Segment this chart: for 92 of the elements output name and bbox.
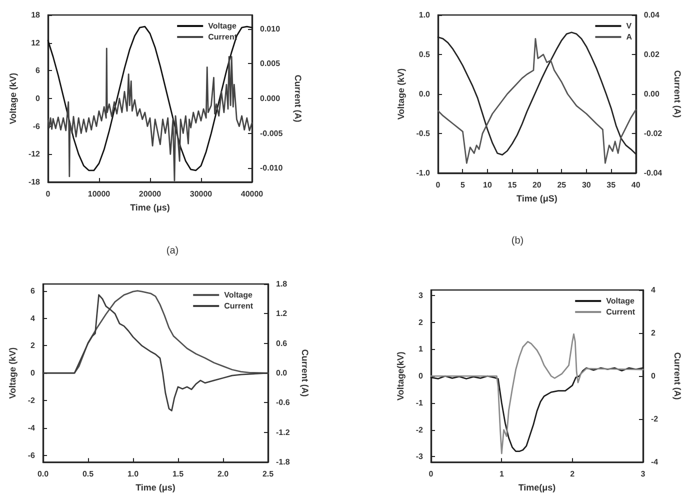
y-axis-title: Voltage (kV): [396, 68, 406, 120]
legend-label: Current: [224, 302, 254, 310]
y2-tick-label: -0.6: [276, 398, 290, 408]
y-tick-label: -1.0: [416, 168, 431, 178]
y2-axis-title: Current (A): [293, 74, 304, 122]
y-tick-label: 3: [418, 290, 424, 300]
text: (b): [511, 236, 524, 246]
y2-tick-label: 0.6: [276, 338, 288, 348]
x-tick-label: 20: [532, 180, 542, 190]
y2-tick-label: 4: [651, 286, 656, 294]
y2-tick-label: 1.2: [276, 309, 288, 318]
x-tick-label: 30: [582, 180, 592, 190]
x-tick-label: 30000: [190, 190, 213, 198]
y-tick-label: 1: [418, 344, 424, 354]
y-tick-label: -2: [28, 396, 36, 405]
x-axis-title: Time (μs): [136, 482, 176, 492]
x-tick-label: 0.5: [82, 470, 94, 479]
x-tick-label: 10000: [88, 190, 111, 198]
y2-axis-title: Current (A): [672, 70, 682, 118]
y-tick-label: -6: [32, 122, 41, 131]
y2-tick-label: 1.8: [276, 280, 288, 288]
y2-tick-label: -0.02: [644, 129, 663, 138]
x-tick-label: 0: [46, 190, 51, 198]
y-tick-label: -3: [416, 452, 424, 462]
y-tick-label: 6: [36, 66, 41, 76]
y-tick-label: 1.0: [418, 10, 431, 20]
line-series: [430, 333, 644, 454]
y2-tick-label: -0.005: [260, 128, 284, 138]
y-tick-label: 18: [31, 10, 41, 20]
x-tick-label: 35: [606, 180, 616, 190]
y-tick-label: 12: [31, 38, 41, 48]
y2-tick-label: -2: [651, 414, 659, 424]
x-tick-label: 2.5: [262, 470, 274, 479]
x-tick-label: 25: [557, 180, 567, 190]
x-tick-label: 40: [631, 180, 641, 190]
y2-axis-title: Current (A): [300, 349, 310, 397]
y-axis-title: Voltage (kV): [8, 347, 18, 399]
y2-tick-label: 2: [651, 328, 656, 338]
y2-tick-label: -1.2: [276, 428, 290, 437]
y2-tick-label: 0.02: [644, 50, 660, 59]
y2-tick-label: 0.005: [260, 59, 281, 68]
legend-label: Voltage: [606, 296, 635, 306]
y-tick-label: -0.5: [416, 129, 431, 138]
y-tick-label: 0.0: [418, 90, 431, 98]
y2-tick-label: 0: [651, 372, 656, 381]
legend-label: V: [626, 22, 632, 30]
x-axis-title: Time(μs): [518, 482, 556, 492]
y2-tick-label: -1.8: [276, 458, 290, 467]
y2-tick-label: 0.000: [260, 94, 281, 103]
legend-label: Current: [606, 308, 636, 316]
y-tick-label: 4: [30, 314, 36, 323]
y-tick-label: 2: [418, 318, 424, 327]
text: (a): [166, 246, 179, 256]
y-axis-title: Voltage(kV): [395, 352, 406, 400]
x-tick-label: 20000: [138, 190, 162, 198]
y-tick-label: -6: [28, 450, 36, 460]
x-tick-label: 2: [570, 470, 576, 479]
x-axis-title: Time (μS): [516, 193, 558, 204]
legend-label: Voltage: [224, 290, 253, 300]
x-tick-label: 0: [436, 180, 441, 190]
y-tick-label: 6: [30, 286, 36, 296]
y-tick-label: 0: [30, 368, 36, 378]
y-tick-label: 0: [36, 94, 41, 103]
y-tick-label: -2: [416, 425, 424, 434]
legend-label: A: [626, 32, 632, 42]
x-tick-label: 1: [499, 470, 504, 479]
y-tick-label: -18: [28, 178, 41, 186]
x-axis-title: Time (μs): [130, 202, 170, 212]
x-tick-label: 40000: [240, 190, 264, 198]
x-tick-label: 1.0: [127, 470, 140, 479]
y2-tick-label: 0.0: [276, 368, 288, 378]
y-tick-label: -4: [28, 423, 36, 432]
y2-tick-label: -4: [651, 458, 659, 467]
x-tick-label: 10: [483, 180, 492, 190]
x-tick-label: 2.0: [217, 470, 230, 479]
y2-tick-label: 0.010: [260, 24, 281, 34]
y-tick-label: -1: [416, 398, 424, 408]
y2-axis-title: Current (A): [672, 352, 682, 400]
x-tick-label: 5: [460, 180, 466, 190]
y-tick-label: 0: [418, 372, 424, 381]
x-tick-label: 15: [508, 180, 518, 190]
legend-label: Voltage: [208, 22, 237, 30]
y-tick-label: -12: [28, 150, 41, 159]
y2-tick-label: 0.00: [644, 90, 660, 98]
x-tick-label: 3: [640, 470, 646, 479]
y-tick-label: 0.5: [418, 50, 431, 59]
x-tick-label: 1.5: [172, 470, 184, 479]
y2-tick-label: -0.010: [260, 164, 284, 173]
y2-tick-label: -0.04: [644, 168, 663, 178]
y-axis-title: Voltage (kV): [8, 72, 18, 124]
y-tick-label: 2: [30, 341, 36, 350]
y2-tick-label: 0.04: [644, 10, 660, 20]
